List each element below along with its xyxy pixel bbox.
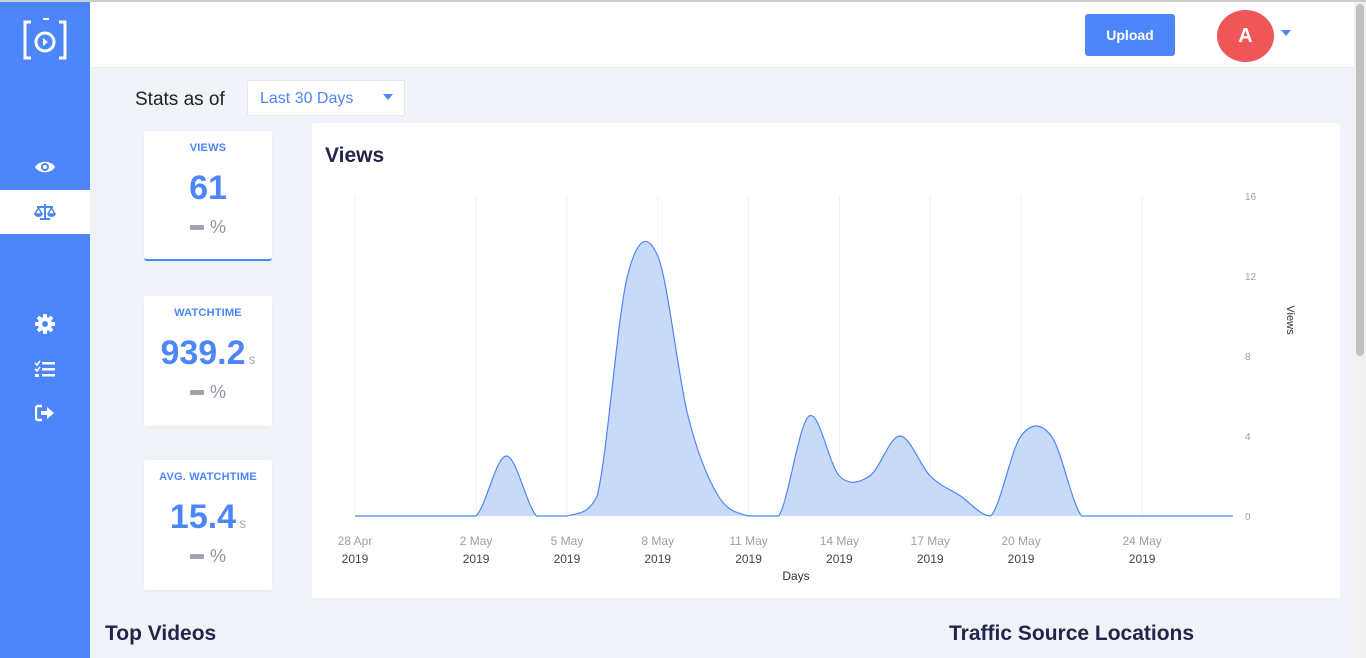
x-tick-label: 14 May xyxy=(820,534,859,548)
sidebar-item-views[interactable] xyxy=(0,145,90,189)
y-axis-label: Views xyxy=(1284,305,1296,335)
eye-icon xyxy=(35,161,55,173)
avg-watchtime-stat-card[interactable]: AVG. WATCHTIME 15.4 s % xyxy=(144,460,272,590)
card-delta-text: % xyxy=(209,217,226,237)
x-tick-year: 2019 xyxy=(644,552,671,566)
stats-as-of-label: Stats as of xyxy=(135,89,225,110)
y-tick-label: 16 xyxy=(1245,192,1257,203)
views-chart-panel: Views 0 4 8 12 16 Views 28 Apr 2019 2 May 2019 5 M… xyxy=(312,123,1340,598)
scrollbar[interactable] xyxy=(1354,2,1366,658)
card-value-row: 939.2 s xyxy=(144,334,272,373)
app-logo[interactable] xyxy=(22,18,68,62)
x-tick-label: 28 Apr xyxy=(338,534,373,548)
card-delta-text: % xyxy=(209,382,226,402)
y-tick-label: 12 xyxy=(1245,272,1257,283)
card-value-row: 61 xyxy=(144,169,272,208)
x-tick-year: 2019 xyxy=(1008,552,1035,566)
x-tick-year: 2019 xyxy=(917,552,944,566)
card-unit: s xyxy=(239,515,247,531)
watchtime-stat-card[interactable]: WATCHTIME 939.2 s % xyxy=(144,296,272,426)
y-tick-label: 8 xyxy=(1245,352,1251,363)
chevron-down-icon[interactable] xyxy=(1281,30,1291,36)
x-tick-label: 5 May xyxy=(551,534,584,548)
gear-icon xyxy=(35,314,55,334)
x-axis-label: Days xyxy=(782,569,809,583)
top-header: Upload A xyxy=(90,2,1354,68)
avatar[interactable]: A xyxy=(1217,10,1274,62)
card-title: AVG. WATCHTIME xyxy=(159,471,257,483)
date-range-select[interactable]: Last 30 Days xyxy=(247,80,405,116)
x-tick-year: 2019 xyxy=(342,552,369,566)
x-tick-label: 11 May xyxy=(729,534,767,548)
views-series-line xyxy=(355,240,1233,517)
dash-icon xyxy=(189,225,204,230)
card-value: 61 xyxy=(189,169,227,207)
upload-button[interactable]: Upload xyxy=(1085,14,1175,56)
date-range-value: Last 30 Days xyxy=(260,90,354,107)
views-area-fill xyxy=(355,241,1233,516)
sidebar-item-compare[interactable] xyxy=(0,190,90,234)
x-tick-year: 2019 xyxy=(1129,552,1156,566)
card-value: 939.2 xyxy=(160,334,246,372)
y-tick-label: 0 xyxy=(1245,512,1251,523)
card-delta: % xyxy=(144,382,272,403)
scrollbar-thumb[interactable] xyxy=(1356,4,1364,356)
x-tick-year: 2019 xyxy=(463,552,490,566)
logo-icon xyxy=(23,18,67,60)
caret-down-icon xyxy=(383,94,393,100)
x-tick-year: 2019 xyxy=(554,552,581,566)
checklist-icon xyxy=(34,360,55,377)
dash-icon xyxy=(189,554,204,559)
x-tick-label: 2 May xyxy=(460,534,493,548)
x-tick-year: 2019 xyxy=(735,552,762,566)
card-title: WATCHTIME xyxy=(174,307,242,319)
x-tick-year: 2019 xyxy=(826,552,853,566)
card-delta: % xyxy=(144,546,272,567)
chart-title: Views xyxy=(325,144,385,167)
sidebar-item-checklist[interactable] xyxy=(0,347,90,391)
x-tick-label: 17 May xyxy=(911,534,950,548)
x-tick-label: 24 May xyxy=(1122,534,1161,548)
card-value-row: 15.4 s xyxy=(144,498,272,537)
scale-icon xyxy=(34,204,56,220)
card-title: VIEWS xyxy=(189,142,227,154)
views-stat-card[interactable]: VIEWS 61 % xyxy=(144,131,272,261)
traffic-source-heading: Traffic Source Locations xyxy=(949,622,1195,645)
views-area-chart: 0 4 8 12 16 Views 28 Apr 2019 2 May 2019 5 May 2019… xyxy=(338,192,1296,583)
top-videos-heading: Top Videos xyxy=(105,622,217,645)
dash-icon xyxy=(189,390,204,395)
logout-icon xyxy=(35,404,54,422)
x-tick-label: 20 May xyxy=(1001,534,1040,548)
sidebar-item-logout[interactable] xyxy=(0,391,90,435)
top-border xyxy=(0,0,1366,2)
card-value: 15.4 xyxy=(169,498,237,536)
card-delta: % xyxy=(144,217,272,238)
y-tick-label: 4 xyxy=(1245,432,1251,443)
x-tick-label: 8 May xyxy=(641,534,674,548)
sidebar xyxy=(0,2,90,658)
card-unit: s xyxy=(248,351,256,367)
sidebar-item-settings[interactable] xyxy=(0,302,90,346)
card-delta-text: % xyxy=(209,546,226,566)
